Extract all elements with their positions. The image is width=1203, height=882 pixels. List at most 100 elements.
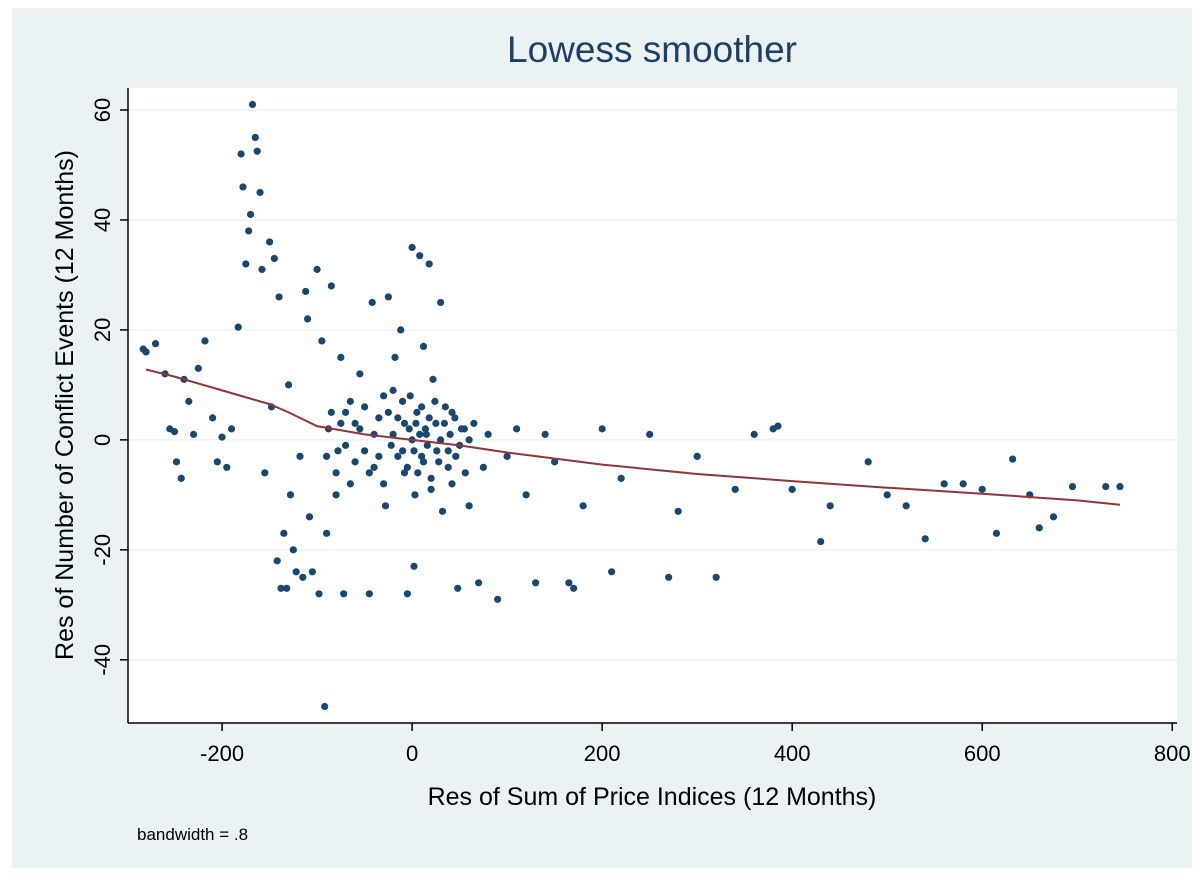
point xyxy=(1068,482,1077,491)
point xyxy=(444,463,452,471)
point xyxy=(883,491,891,499)
y-tick-label: 20 xyxy=(90,318,115,342)
x-tick-label: 200 xyxy=(584,741,621,766)
point xyxy=(391,353,399,361)
point xyxy=(237,150,245,158)
point xyxy=(410,562,418,570)
point xyxy=(239,183,247,191)
point xyxy=(337,353,345,361)
point xyxy=(273,557,281,565)
point xyxy=(1049,513,1058,521)
point xyxy=(429,375,437,383)
point xyxy=(360,447,369,455)
x-tick-label: 400 xyxy=(774,741,811,766)
point xyxy=(405,425,413,433)
point xyxy=(384,293,392,301)
point xyxy=(522,491,530,499)
x-tick-label: -200 xyxy=(200,741,244,766)
point xyxy=(375,414,383,422)
point xyxy=(435,458,443,466)
point xyxy=(617,474,625,482)
point xyxy=(452,452,460,460)
point xyxy=(321,702,329,711)
point xyxy=(194,364,202,372)
point xyxy=(608,568,616,576)
point xyxy=(454,584,462,592)
point xyxy=(788,485,796,493)
point xyxy=(351,458,359,466)
point xyxy=(379,480,388,488)
point xyxy=(864,458,872,466)
point xyxy=(411,491,419,499)
point xyxy=(532,579,540,587)
point xyxy=(410,447,418,455)
point xyxy=(1035,524,1043,532)
point xyxy=(441,403,449,411)
point xyxy=(408,243,416,252)
point xyxy=(185,397,193,405)
point xyxy=(427,474,435,482)
point xyxy=(674,507,682,515)
point xyxy=(940,480,948,488)
point xyxy=(817,537,825,546)
point xyxy=(440,419,449,427)
point xyxy=(902,502,910,510)
point xyxy=(305,513,314,521)
y-tick-label: 0 xyxy=(90,434,115,446)
point xyxy=(375,452,383,460)
point xyxy=(151,340,160,348)
x-tick-label: 600 xyxy=(964,741,1001,766)
point xyxy=(400,419,409,427)
point xyxy=(399,397,407,405)
point xyxy=(346,480,354,488)
point xyxy=(340,590,348,598)
point xyxy=(292,568,300,576)
point xyxy=(286,491,295,499)
point xyxy=(242,260,250,268)
point xyxy=(422,430,430,438)
point xyxy=(978,485,986,493)
point xyxy=(421,425,430,433)
point xyxy=(774,422,782,430)
point xyxy=(433,447,441,455)
point xyxy=(275,293,283,301)
point xyxy=(665,573,673,581)
x-tick-label: 0 xyxy=(406,741,418,766)
point xyxy=(541,430,549,438)
point xyxy=(479,463,487,471)
point xyxy=(177,474,185,482)
point xyxy=(432,419,440,427)
point xyxy=(296,452,304,460)
point xyxy=(208,414,217,422)
point xyxy=(419,342,428,350)
point xyxy=(598,425,606,433)
y-axis-label: Res of Number of Conflict Events (12 Mon… xyxy=(51,150,79,660)
point xyxy=(302,287,310,296)
point xyxy=(234,323,242,331)
point xyxy=(201,337,209,345)
point xyxy=(451,414,459,422)
point xyxy=(381,502,390,510)
point xyxy=(397,326,405,334)
point xyxy=(246,210,255,219)
y-tick-label: -40 xyxy=(90,644,115,676)
point xyxy=(223,463,231,471)
point xyxy=(356,370,364,378)
point xyxy=(387,441,395,449)
point xyxy=(277,584,285,592)
point xyxy=(308,568,316,576)
point xyxy=(318,337,326,345)
point xyxy=(423,441,431,449)
point xyxy=(365,590,373,598)
point xyxy=(341,441,350,449)
point xyxy=(400,469,409,477)
point xyxy=(1116,482,1124,491)
point xyxy=(403,590,411,598)
point xyxy=(384,408,392,416)
point xyxy=(389,386,397,394)
point xyxy=(360,403,369,411)
point xyxy=(172,458,181,466)
point xyxy=(289,546,297,554)
point xyxy=(327,282,335,290)
point xyxy=(251,133,259,142)
